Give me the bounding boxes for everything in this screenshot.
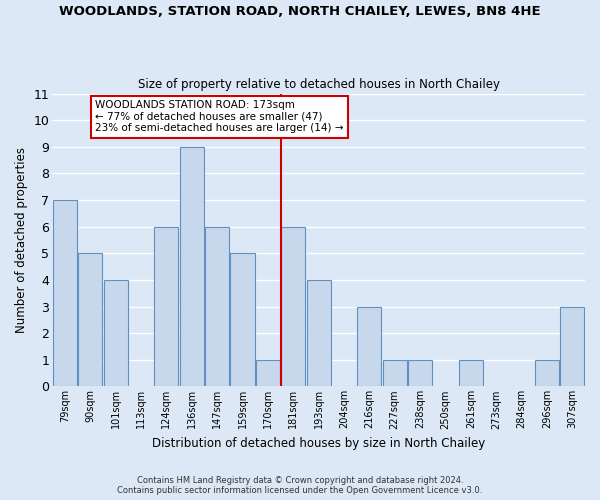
Bar xyxy=(154,226,178,386)
Bar xyxy=(230,254,254,386)
Bar xyxy=(307,280,331,386)
Y-axis label: Number of detached properties: Number of detached properties xyxy=(15,147,28,333)
Bar xyxy=(78,254,103,386)
Bar xyxy=(281,226,305,386)
Bar xyxy=(560,306,584,386)
X-axis label: Distribution of detached houses by size in North Chailey: Distribution of detached houses by size … xyxy=(152,437,485,450)
Bar xyxy=(535,360,559,386)
Bar xyxy=(104,280,128,386)
Bar xyxy=(408,360,432,386)
Title: Size of property relative to detached houses in North Chailey: Size of property relative to detached ho… xyxy=(137,78,500,91)
Bar xyxy=(53,200,77,386)
Text: Contains HM Land Registry data © Crown copyright and database right 2024.
Contai: Contains HM Land Registry data © Crown c… xyxy=(118,476,482,495)
Text: WOODLANDS STATION ROAD: 173sqm
← 77% of detached houses are smaller (47)
23% of : WOODLANDS STATION ROAD: 173sqm ← 77% of … xyxy=(95,100,344,134)
Text: WOODLANDS, STATION ROAD, NORTH CHAILEY, LEWES, BN8 4HE: WOODLANDS, STATION ROAD, NORTH CHAILEY, … xyxy=(59,5,541,18)
Bar xyxy=(179,147,204,386)
Bar xyxy=(383,360,407,386)
Bar xyxy=(357,306,382,386)
Bar xyxy=(205,226,229,386)
Bar xyxy=(256,360,280,386)
Bar xyxy=(459,360,483,386)
